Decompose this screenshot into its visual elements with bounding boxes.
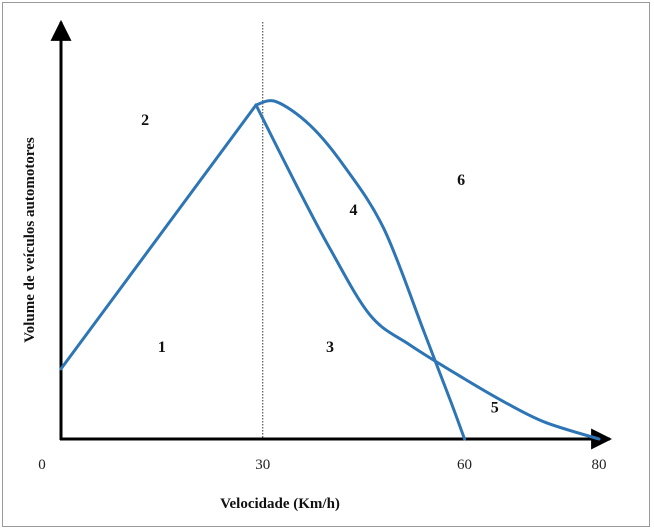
series-line-3: [254, 99, 466, 441]
region-label-4: 4: [350, 202, 358, 219]
region-label-3: 3: [326, 339, 334, 356]
x-tick-label-30: 30: [255, 457, 270, 473]
x-tick-label-60: 60: [457, 457, 472, 473]
region-label-1: 1: [158, 339, 166, 356]
y-axis-label: Volume de veículos automotores: [22, 137, 38, 343]
x-tick-labels: 0 30 60 80: [38, 457, 606, 473]
x-tick-label-80: 80: [592, 457, 607, 473]
region-label-6: 6: [457, 172, 465, 189]
series-group: [59, 99, 601, 441]
series-line-2: [254, 103, 601, 441]
x-axis-label: Velocidade (Km/h): [220, 496, 340, 512]
x-tick-label-0: 0: [38, 457, 46, 473]
region-label-2: 2: [141, 112, 149, 129]
region-labels: 1 2 3 4 5 6: [141, 112, 499, 416]
region-label-5: 5: [491, 399, 499, 416]
series-line-1: [59, 103, 258, 371]
